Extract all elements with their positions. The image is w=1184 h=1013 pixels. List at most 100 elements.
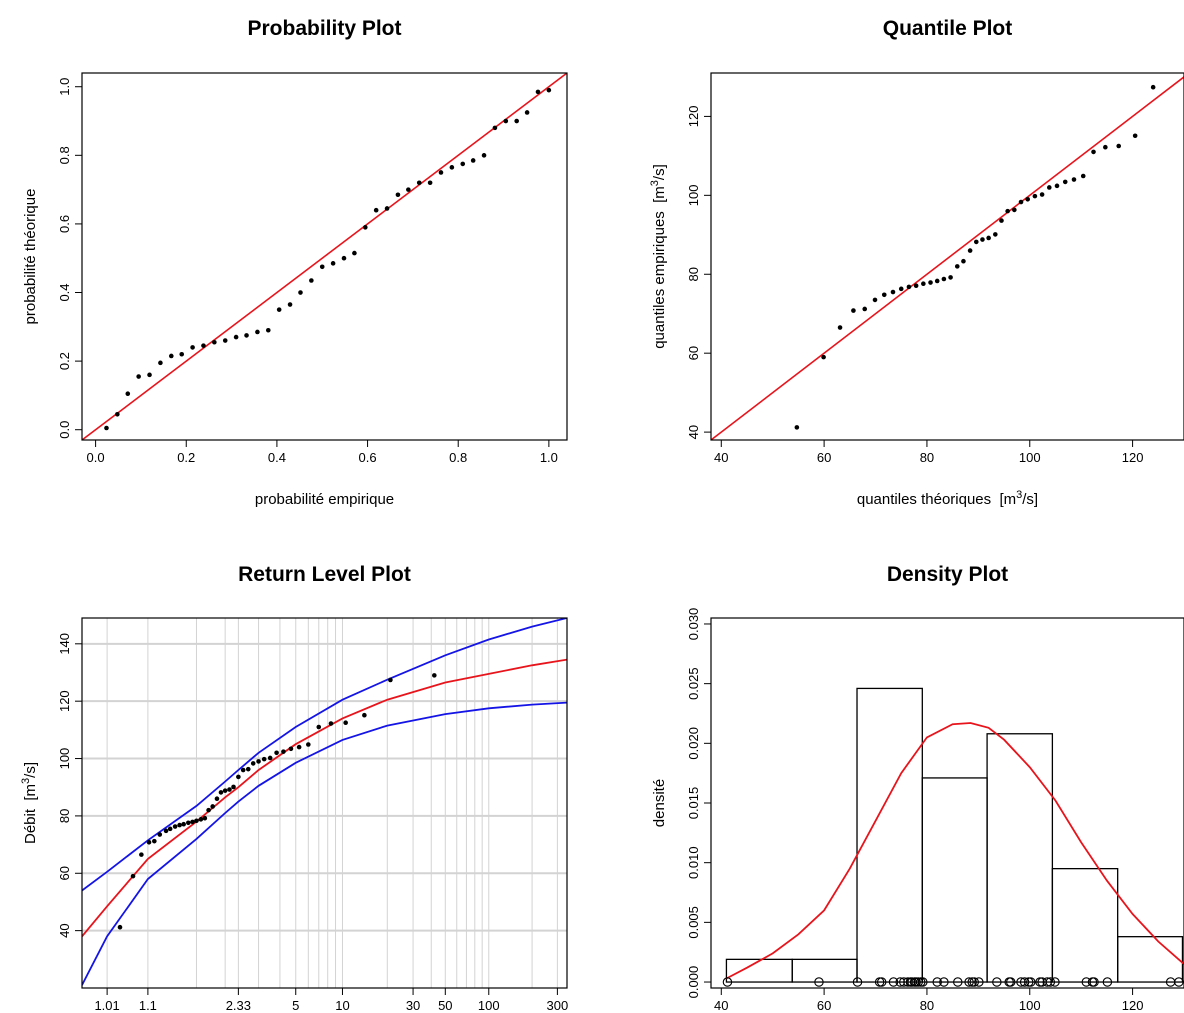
rug-point <box>969 977 979 987</box>
data-point <box>146 839 152 845</box>
data-point <box>198 817 204 822</box>
y-axis-unit-exp: 3 <box>20 778 32 784</box>
x-tick-label: 50 <box>438 998 452 1013</box>
data-point <box>986 235 991 241</box>
data-point <box>460 161 466 167</box>
plot-area-1 <box>711 76 1184 440</box>
y-axis-label-text: densité <box>651 779 668 827</box>
data-point <box>1103 144 1108 150</box>
data-point <box>395 192 401 198</box>
y-tick-label: 120 <box>686 106 701 128</box>
y-tick-label: 0.025 <box>686 667 701 700</box>
reference-line <box>711 76 1184 440</box>
data-point <box>256 759 261 764</box>
panel-2: Return Level Plot 1.01 1.1 2.33 5 10 30 50 100 30… <box>20 563 568 1013</box>
y-tick-label: 0.2 <box>57 352 72 370</box>
x-tick-label: 60 <box>817 998 831 1013</box>
y-tick-label: 80 <box>686 267 701 281</box>
data-point <box>503 118 509 124</box>
y-tick-label: 0.010 <box>686 846 701 879</box>
rug-point <box>1016 977 1026 987</box>
rug-point <box>939 977 949 987</box>
data-point <box>212 339 217 345</box>
data-point <box>362 712 367 718</box>
data-point <box>934 278 940 284</box>
data-point <box>157 832 163 837</box>
x-tick-label: 100 <box>1019 450 1041 465</box>
chart-title: Return Level Plot <box>238 563 411 586</box>
y-tick-label: 80 <box>57 809 72 823</box>
data-point <box>287 302 293 307</box>
data-point <box>524 110 530 115</box>
x-tick-label: 120 <box>1122 998 1144 1013</box>
histogram-bar <box>986 733 1054 983</box>
data-point <box>794 425 800 430</box>
x-tick-label: 0.4 <box>268 450 286 465</box>
rug-point <box>1081 977 1092 987</box>
data-point <box>837 325 843 330</box>
x-axis-unit: [m <box>991 491 1016 508</box>
y-tick-label: 60 <box>686 346 701 360</box>
data-point <box>158 360 163 366</box>
data-point <box>125 391 131 396</box>
data-point <box>206 807 211 813</box>
data-point <box>194 818 199 824</box>
data-point <box>136 374 141 379</box>
y-tick-label: 0.015 <box>686 787 701 820</box>
return-level-fit-line <box>82 658 567 937</box>
rug-point <box>1019 977 1030 987</box>
y-axis-unit-exp: 3 <box>649 180 661 186</box>
data-point <box>245 766 251 772</box>
data-point <box>438 170 444 175</box>
data-point <box>872 297 878 303</box>
data-point <box>1012 207 1017 213</box>
data-point <box>913 283 919 289</box>
plot-frame <box>81 617 568 989</box>
data-point <box>481 153 487 158</box>
data-point <box>967 248 973 253</box>
y-tick-label: 120 <box>57 690 72 712</box>
x-tick-label: 60 <box>817 450 831 465</box>
x-tick-label: 2.33 <box>226 998 251 1013</box>
data-point <box>147 372 152 378</box>
y-axis-label: Débit [m3/s] <box>20 762 39 844</box>
x-axis-label: probabilité empirique <box>255 491 394 508</box>
rug-point <box>876 977 887 987</box>
x-tick-label: 120 <box>1122 450 1144 465</box>
y-tick-label: 0.030 <box>686 608 701 641</box>
data-point <box>276 307 282 312</box>
rug-point <box>1102 977 1113 987</box>
plot-area-3 <box>725 687 1184 983</box>
y-axis-unit: [m <box>651 186 668 211</box>
data-point <box>1150 84 1156 90</box>
plot-frame <box>81 72 568 441</box>
x-tick-label: 1.01 <box>94 998 119 1013</box>
data-point <box>1071 177 1077 182</box>
rug-point <box>992 977 1002 987</box>
panel-0: Probability Plot 0.0 0.2 0.4 0.6 0.8 1.0 0.0 0.2… <box>22 17 568 508</box>
data-point <box>362 225 368 230</box>
x-tick-label: 0.2 <box>177 450 195 465</box>
data-point <box>341 255 347 261</box>
data-point <box>1116 143 1122 149</box>
x-tick-label: 10 <box>335 998 349 1013</box>
y-axis-unit: [m <box>22 784 39 809</box>
data-point <box>993 232 998 237</box>
histogram-bar <box>791 958 858 983</box>
y-tick-label: 140 <box>57 633 72 655</box>
data-point <box>236 774 241 780</box>
y-tick-label: 0.0 <box>57 421 72 439</box>
data-point <box>214 796 220 801</box>
data-point <box>233 334 239 340</box>
x-tick-label: 5 <box>292 998 299 1013</box>
data-point <box>1054 183 1060 189</box>
data-point <box>309 278 314 283</box>
data-point <box>319 264 325 270</box>
data-point <box>948 275 953 280</box>
y-axis-label: densité <box>651 779 668 827</box>
confidence-band-line <box>82 618 567 892</box>
data-point <box>980 237 985 242</box>
panel-1: Quantile Plot 40 60 80 100 120 40 60 80 100 120 qua… <box>649 17 1184 508</box>
x-tick-label: 100 <box>478 998 500 1013</box>
